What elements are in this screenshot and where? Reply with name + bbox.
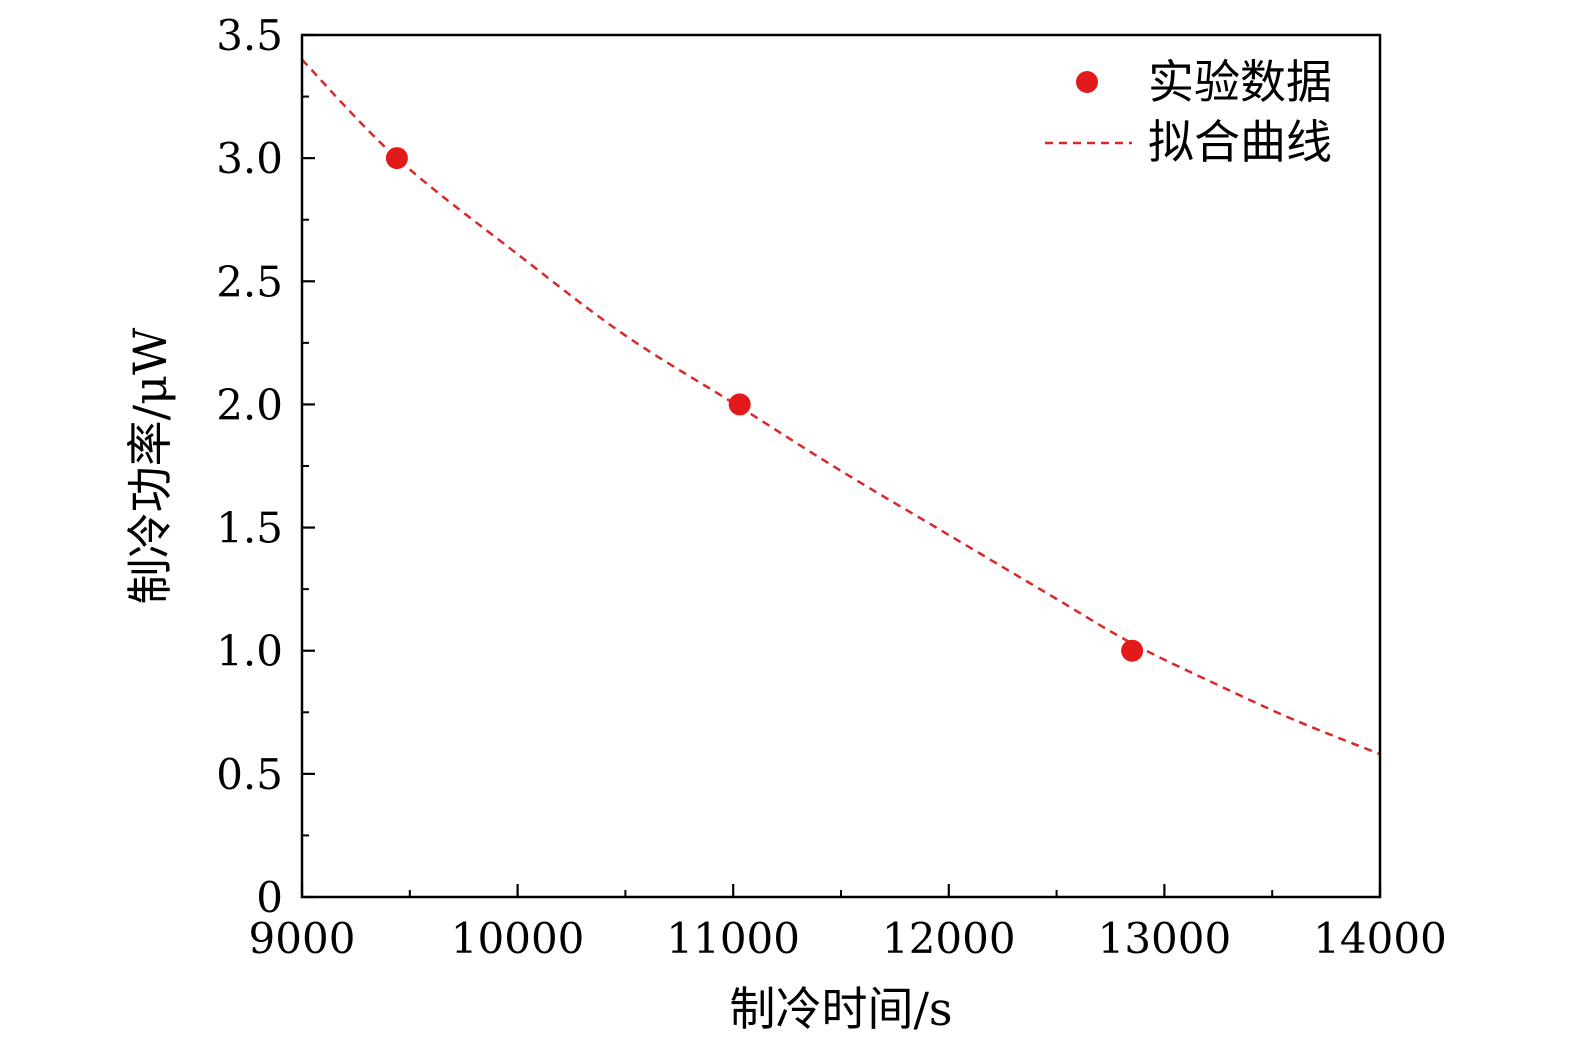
y-tick-label: 1.5 <box>216 504 283 553</box>
x-tick-label: 14000 <box>1313 914 1447 963</box>
x-axis-label: 制冷时间/s <box>729 982 952 1036</box>
data-point <box>385 147 408 170</box>
y-tick-label: 2.5 <box>216 257 283 306</box>
y-axis-label: 制冷功率/μW <box>123 327 177 604</box>
y-tick-label: 0.5 <box>216 750 283 799</box>
data-point <box>1121 639 1144 662</box>
x-tick-label: 12000 <box>882 914 1016 963</box>
legend: 实验数据 拟合曲线 <box>1045 55 1332 169</box>
legend-label-fit-curve: 拟合曲线 <box>1148 115 1332 169</box>
y-tick-label: 1.0 <box>216 627 283 676</box>
x-tick-label: 9000 <box>249 914 356 963</box>
plot-frame <box>300 33 1382 899</box>
data-point <box>728 393 751 416</box>
y-tick-label: 2.0 <box>216 380 283 429</box>
y-tick-label: 3.5 <box>216 11 283 60</box>
x-tick-label: 11000 <box>666 914 800 963</box>
fit-curve-line <box>301 58 1381 756</box>
legend-label-experimental-data: 实验数据 <box>1148 55 1332 109</box>
x-tick-label: 10000 <box>451 914 585 963</box>
x-tick-label: 13000 <box>1098 914 1232 963</box>
legend-marker-experimental-data <box>1076 71 1098 93</box>
y-tick-label: 0 <box>256 873 283 922</box>
plot-marks <box>301 58 1381 756</box>
y-tick-label: 3.0 <box>216 134 283 183</box>
tick-labels: 9000 10000 11000 12000 13000 14000 0 0.5 1.0 1.5 2… <box>216 11 1447 963</box>
